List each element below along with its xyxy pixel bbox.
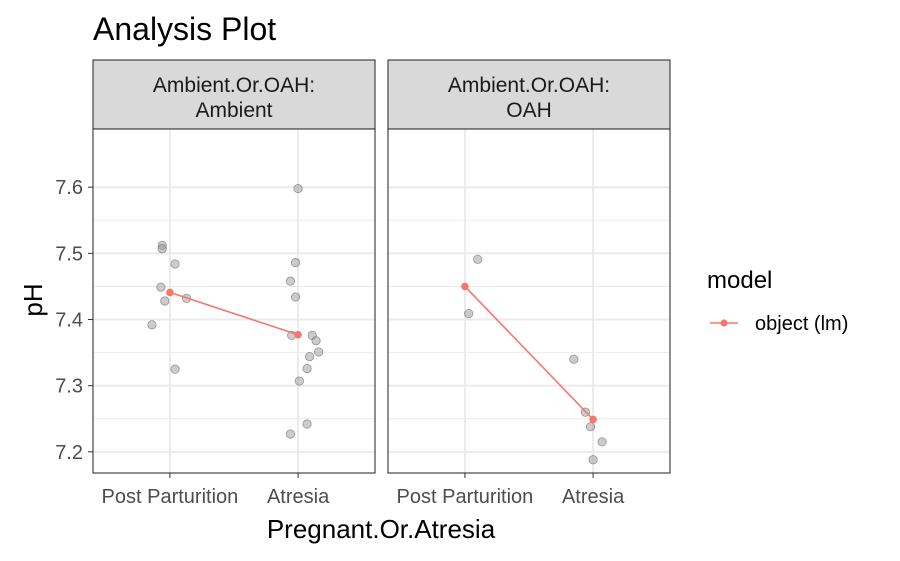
x-tick-label: Post Parturition xyxy=(102,486,239,508)
panel-border xyxy=(92,128,376,474)
data-point xyxy=(588,455,598,465)
data-point xyxy=(464,308,474,319)
panel-background xyxy=(388,129,670,473)
panel-2: Ambient.Or.OAH:OAH Post Parturition Atresi… xyxy=(387,59,671,508)
panel-background xyxy=(93,129,375,473)
fit-point xyxy=(589,415,597,424)
legend-entry-label: object (lm) xyxy=(755,313,848,335)
data-point xyxy=(302,363,312,374)
data-point xyxy=(170,364,180,374)
y-axis-label: pH xyxy=(18,283,48,316)
data-point xyxy=(290,292,301,302)
y-axis: pH 7.2 7.3 7.4 7.5 7.6 xyxy=(18,177,93,464)
facet-strip-label: OAH xyxy=(506,99,552,122)
data-point xyxy=(285,276,295,286)
data-point xyxy=(473,254,483,264)
facet-strip-label: Ambient xyxy=(195,99,272,122)
data-point xyxy=(156,282,166,292)
data-point xyxy=(147,320,157,330)
facet-strip-label: Ambient.Or.OAH: xyxy=(153,74,315,97)
legend: model object (lm) xyxy=(707,267,848,335)
facet-strip xyxy=(387,59,671,130)
y-tick-label: 7.5 xyxy=(55,243,83,265)
fit-point xyxy=(166,288,174,297)
data-point xyxy=(311,336,321,346)
facet-strip-label: Ambient.Or.OAH: xyxy=(448,74,610,97)
data-point xyxy=(160,296,170,306)
fit-point xyxy=(461,282,469,291)
fit-point xyxy=(294,330,302,339)
data-point xyxy=(293,183,303,194)
data-point xyxy=(157,244,167,254)
data-point xyxy=(170,259,180,269)
facet-strip xyxy=(92,59,376,130)
y-tick-labels: 7.2 7.3 7.4 7.5 7.6 xyxy=(55,177,93,464)
panel-border xyxy=(387,128,671,474)
fit-line xyxy=(169,291,299,336)
chart-title: Analysis Plot xyxy=(93,11,276,47)
data-point xyxy=(569,354,579,364)
legend-key-point xyxy=(720,319,728,327)
panel-1: Ambient.Or.OAH:Ambient Post Parturition At… xyxy=(92,59,376,508)
data-point xyxy=(597,437,607,447)
data-point xyxy=(290,258,301,268)
data-point xyxy=(285,429,295,439)
data-point xyxy=(313,347,324,357)
legend-title: model xyxy=(707,267,772,294)
x-axis-label: Pregnant.Or.Atresia xyxy=(267,514,496,544)
y-tick-label: 7.2 xyxy=(55,442,83,464)
y-tick-label: 7.4 xyxy=(55,310,83,332)
y-tick-label: 7.6 xyxy=(55,177,83,199)
y-tick-label: 7.3 xyxy=(55,376,83,398)
data-point xyxy=(305,351,315,362)
data-point xyxy=(302,419,312,429)
data-point xyxy=(294,376,304,386)
x-tick-label: Atresia xyxy=(562,486,625,508)
x-tick-label: Atresia xyxy=(267,486,330,508)
x-tick-label: Post Parturition xyxy=(397,486,534,508)
data-point xyxy=(585,422,596,432)
fit-line xyxy=(464,285,594,420)
